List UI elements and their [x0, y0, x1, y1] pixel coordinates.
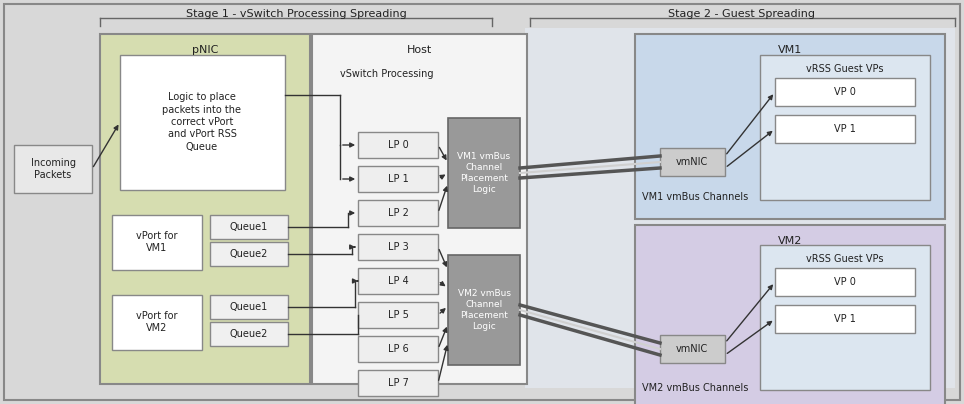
Text: LP 2: LP 2: [388, 208, 409, 218]
Text: Stage 2 - Guest Spreading: Stage 2 - Guest Spreading: [668, 9, 816, 19]
Text: vSwitch Processing: vSwitch Processing: [340, 69, 434, 79]
Bar: [312, 34, 527, 384]
Bar: [358, 200, 438, 226]
Bar: [775, 305, 915, 333]
Bar: [210, 295, 288, 319]
Text: VP 0: VP 0: [834, 277, 856, 287]
Text: VM2 vmBus
Channel
Placement
Logic: VM2 vmBus Channel Placement Logic: [458, 289, 511, 331]
Text: LP 4: LP 4: [388, 276, 409, 286]
Text: vRSS Guest VPs: vRSS Guest VPs: [806, 64, 884, 74]
Text: LP 0: LP 0: [388, 140, 409, 150]
Bar: [660, 148, 725, 176]
Text: vPort for
VM1: vPort for VM1: [136, 231, 177, 253]
Text: vRSS Guest VPs: vRSS Guest VPs: [806, 254, 884, 264]
Text: Incoming
Packets: Incoming Packets: [31, 158, 75, 180]
Bar: [210, 242, 288, 266]
Text: VM1: VM1: [778, 45, 802, 55]
Bar: [358, 132, 438, 158]
Bar: [358, 166, 438, 192]
Bar: [525, 28, 955, 388]
Text: vmNIC: vmNIC: [676, 344, 709, 354]
Bar: [14, 145, 92, 193]
Text: VM2 vmBus Channels: VM2 vmBus Channels: [642, 383, 748, 393]
Bar: [358, 234, 438, 260]
Bar: [775, 115, 915, 143]
Text: vPort for
VM2: vPort for VM2: [136, 311, 177, 333]
Text: Queue2: Queue2: [229, 249, 268, 259]
Text: Queue1: Queue1: [229, 302, 268, 312]
Text: VM1 vmBus Channels: VM1 vmBus Channels: [642, 192, 748, 202]
Bar: [358, 336, 438, 362]
Bar: [635, 225, 945, 404]
Text: VP 1: VP 1: [834, 124, 856, 134]
Text: VP 0: VP 0: [834, 87, 856, 97]
Text: LP 5: LP 5: [388, 310, 409, 320]
Text: VP 1: VP 1: [834, 314, 856, 324]
Text: VM2: VM2: [778, 236, 802, 246]
Bar: [448, 118, 520, 228]
Text: vmNIC: vmNIC: [676, 157, 709, 167]
Bar: [358, 268, 438, 294]
Bar: [448, 255, 520, 365]
Text: LP 6: LP 6: [388, 344, 409, 354]
Bar: [775, 268, 915, 296]
Bar: [635, 34, 945, 219]
Text: VM1 vmBus
Channel
Placement
Logic: VM1 vmBus Channel Placement Logic: [458, 152, 511, 194]
Bar: [112, 215, 202, 270]
Bar: [100, 34, 310, 384]
Bar: [760, 55, 930, 200]
Bar: [210, 322, 288, 346]
Text: Queue2: Queue2: [229, 329, 268, 339]
Text: LP 3: LP 3: [388, 242, 409, 252]
Text: Queue1: Queue1: [229, 222, 268, 232]
Bar: [660, 335, 725, 363]
Text: LP 1: LP 1: [388, 174, 409, 184]
Text: Host: Host: [407, 45, 432, 55]
Text: Logic to place
packets into the
correct vPort
and vPort RSS
Queue: Logic to place packets into the correct …: [163, 92, 242, 152]
Text: LP 7: LP 7: [388, 378, 409, 388]
Bar: [112, 295, 202, 350]
Bar: [760, 245, 930, 390]
Bar: [358, 370, 438, 396]
Bar: [775, 78, 915, 106]
Bar: [120, 55, 285, 190]
Text: pNIC: pNIC: [192, 45, 218, 55]
Bar: [358, 302, 438, 328]
Text: Stage 1 - vSwitch Processing Spreading: Stage 1 - vSwitch Processing Spreading: [186, 9, 407, 19]
Bar: [210, 215, 288, 239]
